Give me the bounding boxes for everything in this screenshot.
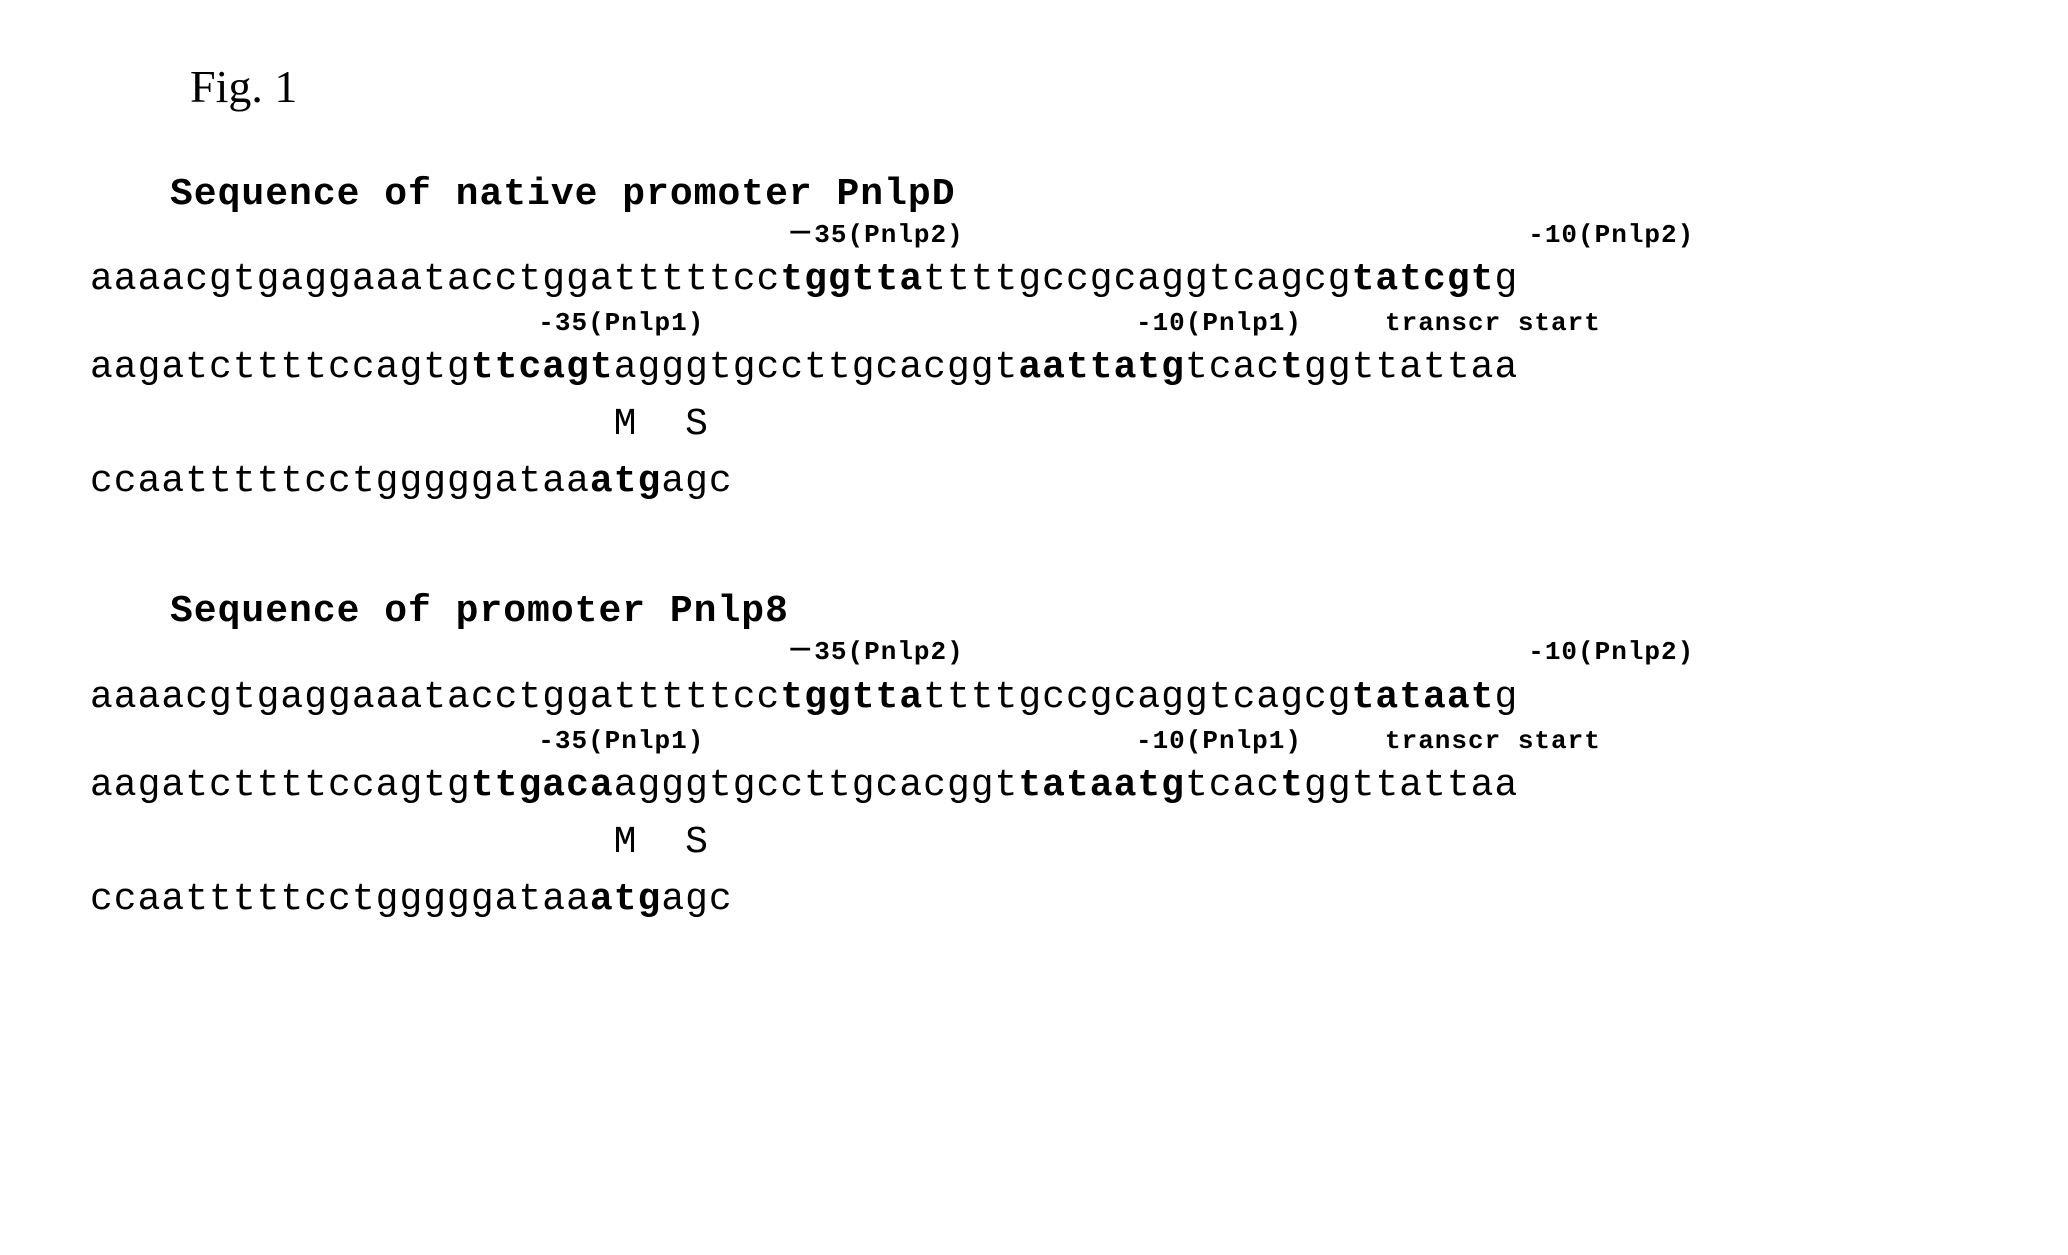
section-title-1: Sequence of native promoter PnlpD <box>170 173 1978 216</box>
seq-line-2b: aagatcttttccagtgttgacaagggtgccttgcacggtt… <box>90 757 1978 814</box>
label-line-2b: -35(Pnlp1) -10(Pnlp1) transcr start <box>90 726 1978 757</box>
seq-line-1c: ccaatttttcctgggggataaatgagc <box>90 453 1978 510</box>
section-title-2: Sequence of promoter Pnlp8 <box>170 590 1978 633</box>
label-line-1c: M S <box>90 396 1978 453</box>
label-line-1a: －35(Pnlp2) -10(Pnlp2) <box>90 220 1978 251</box>
section-native: Sequence of native promoter PnlpD －35(Pn… <box>90 173 1978 510</box>
seq-line-2c: ccaatttttcctgggggataaatgagc <box>90 871 1978 928</box>
seq-line-1a: aaaacgtgaggaaatacctggatttttcctggttattttg… <box>90 251 1978 308</box>
seq-line-2a: aaaacgtgaggaaatacctggatttttcctggttattttg… <box>90 669 1978 726</box>
figure-label: Fig. 1 <box>190 60 1978 113</box>
seq-line-1b: aagatcttttccagtgttcagtagggtgccttgcacggta… <box>90 339 1978 396</box>
label-line-2c: M S <box>90 814 1978 871</box>
section-pnlp8: Sequence of promoter Pnlp8 －35(Pnlp2) -1… <box>90 590 1978 927</box>
label-line-1b: -35(Pnlp1) -10(Pnlp1) transcr start <box>90 308 1978 339</box>
label-line-2a: －35(Pnlp2) -10(Pnlp2) <box>90 637 1978 668</box>
